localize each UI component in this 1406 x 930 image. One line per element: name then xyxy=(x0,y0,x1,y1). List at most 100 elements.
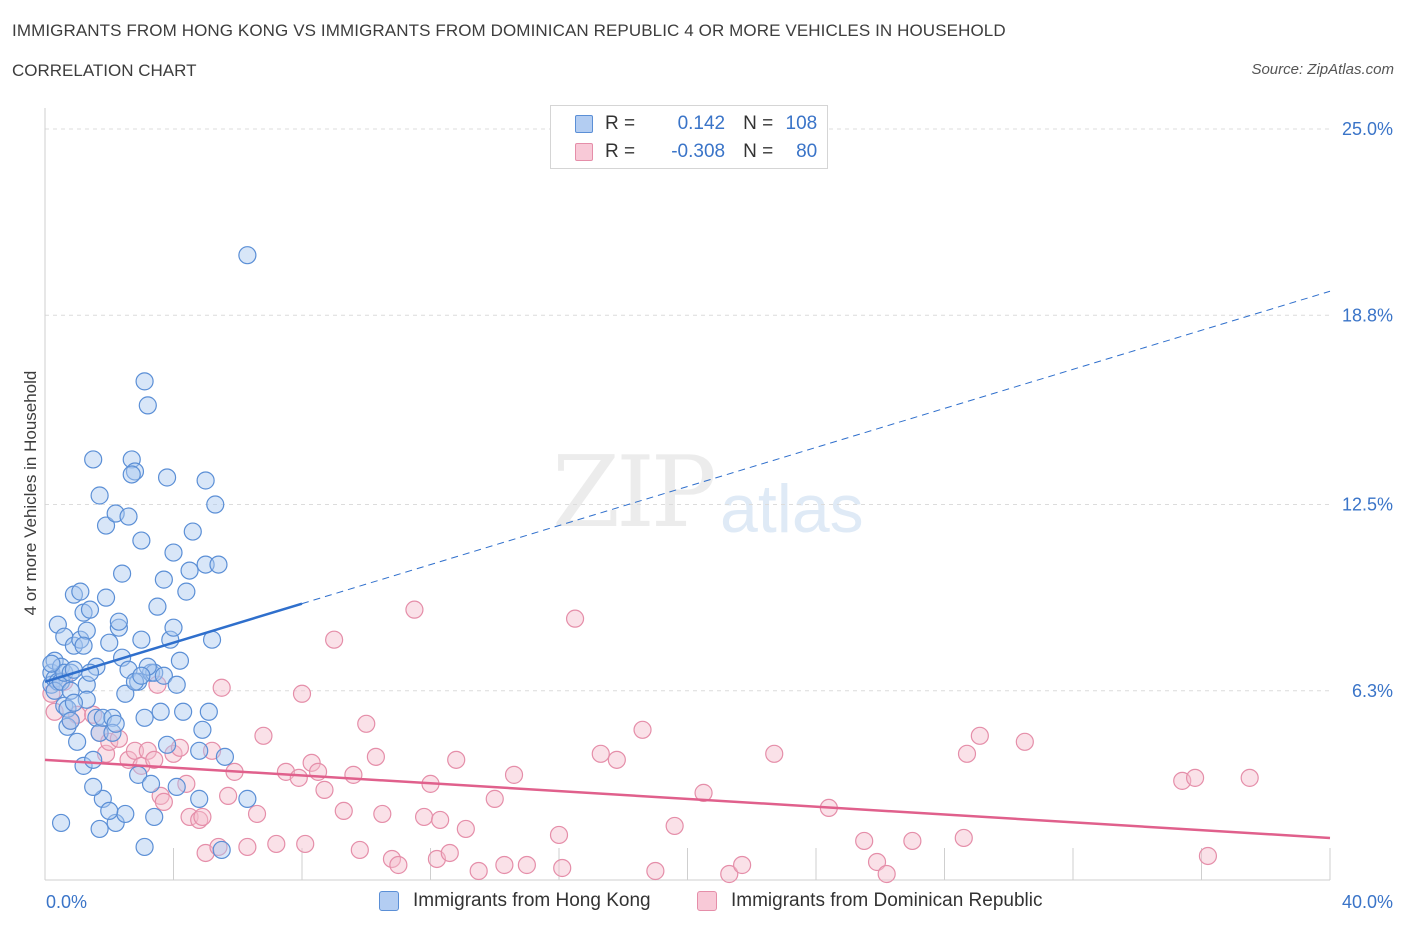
hong-kong-point xyxy=(100,801,119,821)
hong-kong-point xyxy=(90,723,109,742)
hong-kong-trend-dashed xyxy=(301,290,1331,605)
hong-kong-point xyxy=(151,702,170,721)
hong-kong-point xyxy=(87,708,106,727)
hong-kong-point xyxy=(167,777,186,796)
dominican-republic-point xyxy=(334,801,353,821)
stats-row-dominican-republic: R = -0.308 N = 80 xyxy=(575,140,817,164)
hong-kong-point xyxy=(138,657,157,676)
dominican-republic-point xyxy=(212,678,231,697)
hong-kong-point xyxy=(215,747,234,766)
hong-kong-point xyxy=(238,789,257,808)
hong-kong-point xyxy=(138,396,157,415)
hong-kong-point xyxy=(84,777,103,796)
hong-kong-point xyxy=(61,711,80,730)
hong-kong-point xyxy=(193,720,212,739)
dominican-republic-point xyxy=(553,858,572,878)
dominican-republic-point xyxy=(633,720,652,739)
y-axis-label: 4 or more Vehicles in Household xyxy=(21,370,40,616)
dominican-republic-point xyxy=(325,630,344,649)
dominican-republic-point xyxy=(289,768,308,787)
dominican-republic-point xyxy=(646,861,665,881)
hong-kong-point xyxy=(100,633,119,652)
hong-kong-point xyxy=(164,543,183,562)
dominican-republic-point xyxy=(292,684,312,703)
legend-swatch-dominican-republic xyxy=(697,891,717,911)
dominican-republic-point xyxy=(720,864,739,884)
hong-kong-point xyxy=(116,684,135,703)
hong-kong-point xyxy=(90,819,109,839)
hong-kong-point xyxy=(135,837,154,857)
hong-kong-point xyxy=(51,813,71,833)
tick-labels: 6.3% 12.5% 18.8% 25.0% 0.0% 40.0% xyxy=(46,119,1393,912)
legend-swatch-hong-kong xyxy=(379,891,399,911)
dominican-republic-point xyxy=(469,861,488,881)
axes xyxy=(44,108,1331,881)
dominican-republic-point xyxy=(549,825,569,845)
chart-subtitle: CORRELATION CHART xyxy=(12,61,197,80)
hong-kong-point xyxy=(132,531,151,550)
dominican-republic-point xyxy=(302,753,321,772)
hong-kong-point xyxy=(170,651,190,670)
dominican-republic-point xyxy=(903,831,922,851)
dominican-republic-point xyxy=(350,840,369,860)
dominican-republic-point xyxy=(193,807,212,827)
hong-kong-point xyxy=(157,468,177,487)
dominican-republic-point xyxy=(495,855,514,875)
x-tick-label: 0.0% xyxy=(46,892,87,912)
trend-lines xyxy=(44,290,1331,840)
dominican-republic-point xyxy=(765,744,784,763)
hong-kong-point xyxy=(183,522,202,541)
dominican-republic-point xyxy=(145,750,164,769)
hong-kong-point xyxy=(206,495,225,514)
dominican-republic-point xyxy=(296,834,315,854)
hong-kong-point xyxy=(77,675,96,694)
hong-kong-point xyxy=(135,708,154,727)
dominican-republic-point xyxy=(373,804,392,824)
hong-kong-point xyxy=(154,666,173,685)
hong-kong-point xyxy=(122,450,141,469)
stats-swatch-hong-kong xyxy=(575,115,593,133)
hong-kong-point xyxy=(154,570,173,589)
hong-kong-point xyxy=(112,564,132,583)
dominican-republic-point xyxy=(1015,732,1034,751)
hong-kong-point xyxy=(167,675,186,694)
hong-kong-point xyxy=(125,462,145,481)
dominican-republic-points xyxy=(42,600,1259,884)
dominican-republic-point xyxy=(954,828,973,848)
dominican-republic-point xyxy=(138,741,157,760)
legend-item-dominican-republic[interactable]: Immigrants from Dominican Republic xyxy=(697,890,1043,912)
hong-kong-point xyxy=(141,774,161,793)
dominican-republic-point xyxy=(565,609,585,628)
dominican-republic-point xyxy=(447,750,466,769)
stats-row-hong-kong: R = 0.142 N = 108 xyxy=(575,112,817,136)
hong-kong-point xyxy=(42,654,61,673)
stats-swatch-dominican-republic xyxy=(575,143,593,161)
y-tick-label: 12.5% xyxy=(1342,495,1393,515)
dominican-republic-point xyxy=(154,792,173,811)
hong-kong-point xyxy=(145,807,164,827)
dominican-republic-point xyxy=(877,864,896,884)
hong-kong-point xyxy=(74,636,93,655)
hong-kong-point xyxy=(119,507,138,526)
dominican-republic-point xyxy=(315,780,334,799)
hong-kong-point xyxy=(157,735,177,754)
grid-lines xyxy=(45,128,1330,692)
hong-kong-point xyxy=(199,702,218,721)
hong-kong-point xyxy=(106,714,125,733)
stats-n-value: 108 xyxy=(785,113,818,134)
dominican-republic-point xyxy=(219,786,238,805)
hong-kong-point xyxy=(96,588,116,607)
legend-label-hong-kong: Immigrants from Hong Kong xyxy=(413,890,651,911)
watermark-atlas: atlas xyxy=(720,471,864,547)
legend-item-hong-kong[interactable]: Immigrants from Hong Kong xyxy=(379,890,651,912)
dominican-republic-point xyxy=(357,714,376,733)
dominican-republic-point xyxy=(607,750,626,769)
hong-kong-point xyxy=(116,804,135,824)
dominican-republic-point xyxy=(366,747,385,766)
hong-kong-point xyxy=(45,681,64,700)
stats-r-label: R = xyxy=(605,141,636,162)
x-tick-label: 40.0% xyxy=(1342,892,1393,912)
dominican-republic-point xyxy=(440,843,459,863)
hong-kong-point xyxy=(61,681,80,700)
